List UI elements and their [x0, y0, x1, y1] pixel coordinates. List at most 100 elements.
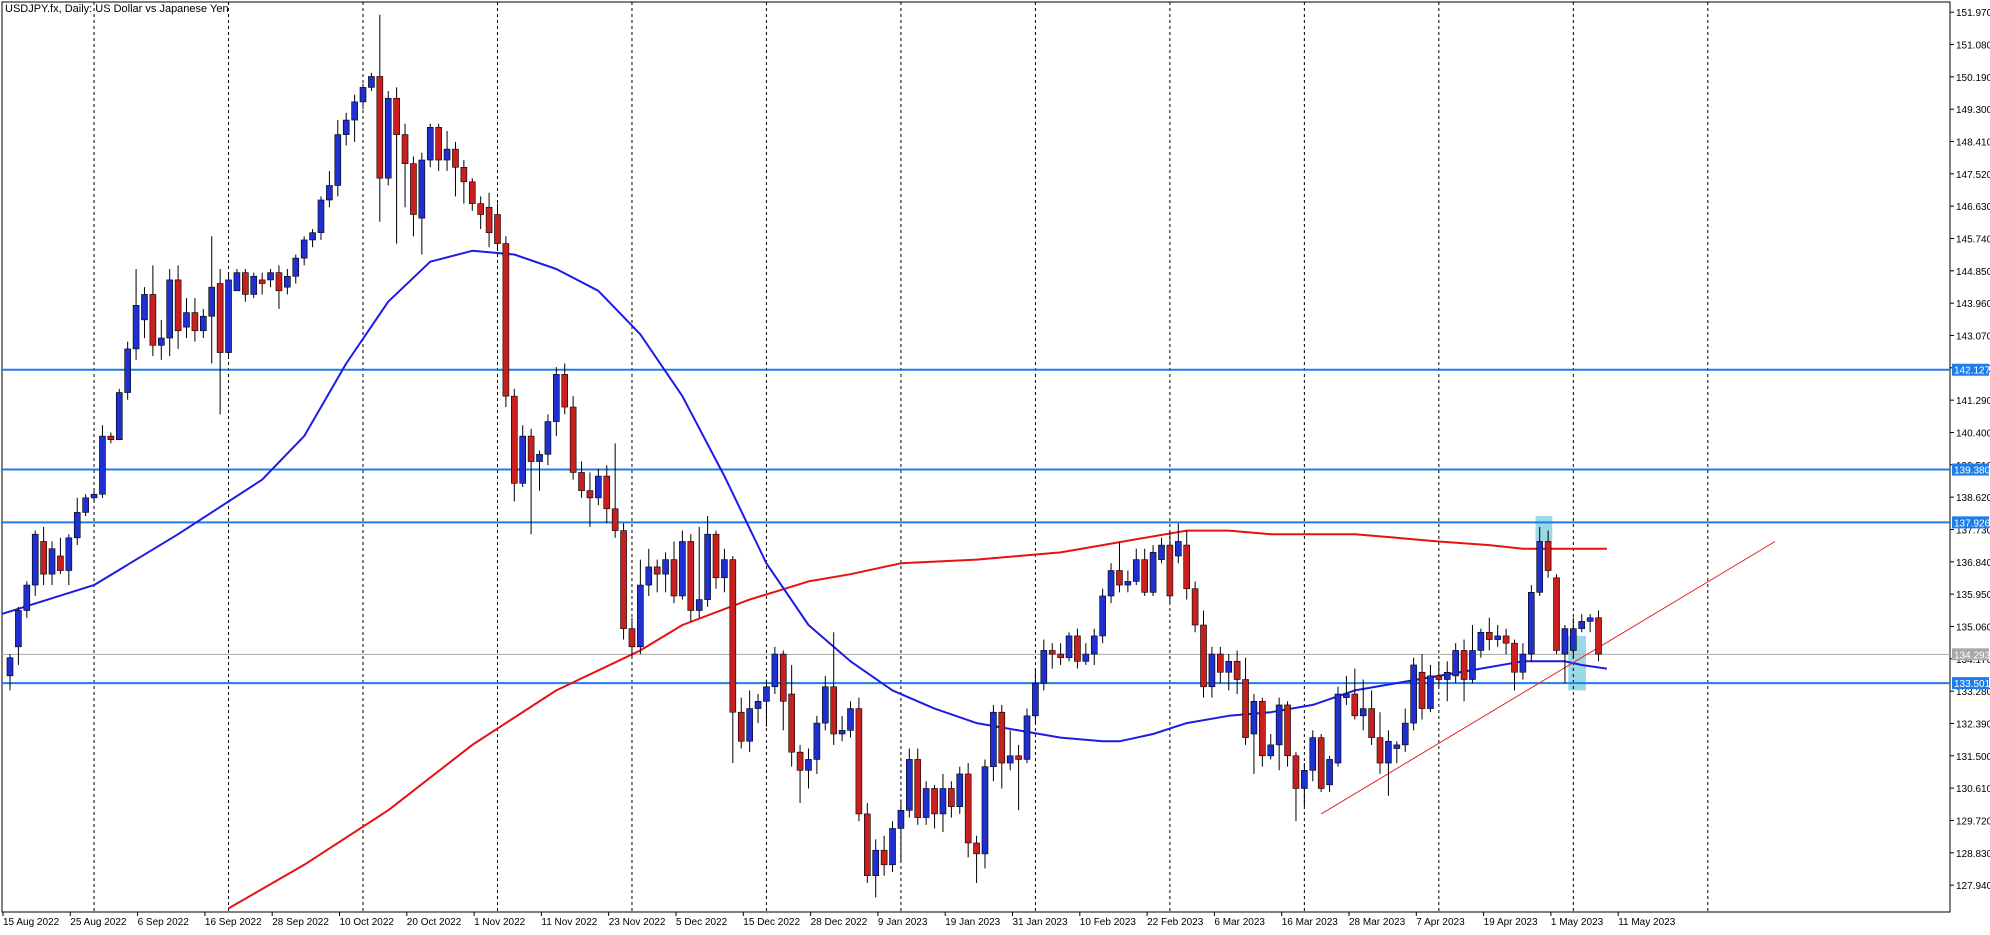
candle-bull [15, 610, 22, 648]
x-axis-tick-label: 10 Feb 2023 [1080, 917, 1137, 928]
candle-bear [1057, 653, 1064, 659]
candle-bear [1376, 737, 1384, 764]
candle-bear [964, 773, 972, 844]
x-axis-tick-label: 25 Aug 2022 [70, 917, 127, 928]
candle-bull [141, 294, 148, 321]
candle-bull [1208, 653, 1216, 688]
candle-bull [679, 541, 686, 597]
candle-bull [1132, 559, 1140, 582]
candle-bull [519, 435, 527, 484]
candle-bear [149, 294, 157, 346]
candle-bear [107, 435, 115, 441]
candle-bull [1309, 737, 1317, 771]
x-axis-tick-label: 31 Jan 2023 [1013, 917, 1068, 928]
candle-bull [368, 76, 375, 88]
candle-bear [258, 279, 266, 284]
candle-bear [1351, 693, 1359, 717]
candle-bull [1528, 592, 1535, 655]
y-axis-tick-label: 143.070 [1956, 331, 1990, 342]
x-axis-tick-label: 7 Apr 2023 [1416, 917, 1465, 928]
y-axis-tick-label: 151.080 [1956, 41, 1990, 52]
candle-bear [502, 243, 510, 397]
candle-bull [200, 315, 207, 332]
candle-bull [225, 279, 232, 353]
candle-bear [1141, 559, 1148, 593]
candle-bull [1334, 693, 1342, 764]
candle-bull [1124, 581, 1132, 586]
candle-bull [544, 421, 552, 455]
candle-bull [1385, 740, 1392, 764]
y-axis-tick-label: 149.300 [1956, 105, 1990, 116]
x-axis-tick-label: 20 Oct 2022 [407, 917, 462, 928]
candle-bull [990, 711, 997, 767]
candle-bull [1225, 661, 1233, 673]
candle-bull [1477, 631, 1485, 651]
x-axis-tick-label: 15 Aug 2022 [3, 917, 60, 928]
candle-bear [468, 181, 476, 204]
candle-bull [897, 809, 905, 829]
candle-bull [1326, 759, 1333, 786]
candle-bull [115, 392, 123, 441]
candle-bear [1015, 755, 1022, 760]
y-axis-tick-label: 141.290 [1956, 396, 1990, 407]
candle-bull [1275, 704, 1283, 746]
candle-bear [376, 76, 384, 179]
x-axis-tick-label: 1 Nov 2022 [474, 917, 526, 928]
candle-bear [393, 97, 400, 135]
candle-bear [578, 472, 585, 491]
candle-bear [1166, 544, 1174, 597]
level-price-label: 139.380 [1954, 466, 1990, 477]
y-axis-tick-label: 151.970 [1956, 8, 1990, 19]
candle-bull [805, 759, 812, 771]
candle-bear [687, 541, 695, 611]
x-axis-tick-label: 9 Jan 2023 [878, 917, 928, 928]
candle-bull [1343, 693, 1350, 698]
candle-bull [553, 374, 560, 422]
y-axis-tick-label: 138.620 [1956, 493, 1990, 504]
candle-bear [603, 475, 611, 510]
candle-bull [939, 788, 947, 815]
candle-bull [1359, 708, 1367, 717]
candle-bull [351, 101, 358, 121]
candle-bear [477, 203, 484, 215]
candle-bull [166, 279, 173, 339]
candle-bull [284, 275, 291, 288]
candle-bull [1536, 541, 1544, 593]
candle-bull [300, 239, 308, 259]
candle-bear [1595, 617, 1602, 655]
x-axis-tick-label: 16 Sep 2022 [205, 917, 262, 928]
candle-bull [65, 537, 73, 571]
candle-bear [435, 127, 442, 161]
x-axis-tick-label: 28 Sep 2022 [272, 917, 329, 928]
x-axis-tick-label: 5 Dec 2022 [676, 917, 728, 928]
candle-bull [233, 272, 241, 292]
x-axis-tick-label: 28 Mar 2023 [1349, 917, 1406, 928]
candle-bull [754, 701, 762, 709]
y-axis-tick-label: 150.190 [1956, 73, 1990, 84]
candle-bear [855, 708, 863, 815]
candle-bull [1267, 744, 1275, 757]
candle-bull [90, 493, 98, 499]
y-axis-tick-label: 145.740 [1956, 234, 1990, 245]
candle-bull [326, 185, 333, 201]
candle-bear [729, 559, 737, 713]
moving-average-fast [1, 249, 1608, 743]
candle-bear [1233, 661, 1241, 680]
y-axis-tick-label: 135.060 [1956, 622, 1990, 633]
candle-bear [1292, 755, 1300, 789]
candle-bear [1200, 624, 1207, 688]
candle-bear [1460, 650, 1468, 680]
candle-bull [838, 730, 846, 735]
candle-bear [880, 849, 888, 866]
candle-bull [637, 584, 644, 648]
candle-bear [628, 628, 636, 648]
candle-bull [662, 559, 669, 575]
candle-bull [73, 512, 81, 539]
candle-bear [864, 813, 871, 876]
candle-bull [1586, 617, 1594, 622]
candle-bear [737, 711, 745, 742]
candle-bull [418, 159, 426, 219]
candle-bear [1259, 701, 1266, 757]
